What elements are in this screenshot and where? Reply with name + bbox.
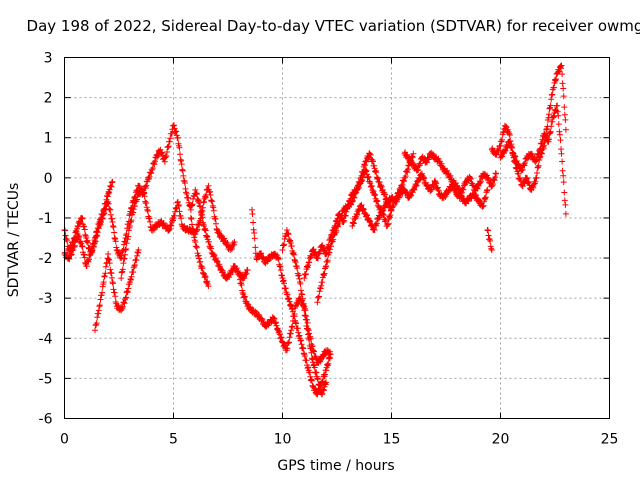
data-point-markers — [118, 182, 238, 282]
series-track-8 — [279, 227, 330, 398]
data-point-markers — [279, 227, 330, 398]
y-axis-label: SDTVAR / TECUs — [6, 183, 22, 298]
series-track-12 — [401, 149, 500, 197]
y-tick-label: -2 — [39, 251, 53, 267]
series-track-11 — [349, 170, 491, 233]
x-tick-label: 10 — [274, 432, 292, 448]
data-point-markers — [484, 227, 495, 253]
data-point-markers — [301, 150, 395, 282]
y-tick-label: 1 — [44, 131, 53, 147]
y-tick-label: 2 — [44, 91, 53, 107]
data-point-markers — [187, 214, 212, 290]
x-axis-label: GPS time / hours — [277, 458, 394, 474]
data-point-markers — [249, 206, 334, 398]
series-track-15 — [497, 102, 569, 217]
y-tick-label: -3 — [39, 291, 53, 307]
y-tick-label: -5 — [39, 371, 53, 387]
series-track-9 — [301, 150, 395, 282]
series-track-2 — [92, 247, 142, 334]
series-track-4 — [118, 182, 238, 282]
x-tick-label: 20 — [492, 432, 510, 448]
chart-title: Day 198 of 2022, Sidereal Day-to-day VTE… — [27, 17, 640, 35]
y-tick-label: -4 — [39, 331, 53, 347]
y-tick-label: -1 — [39, 211, 53, 227]
data-point-markers — [349, 170, 491, 233]
plot-frame — [64, 57, 610, 419]
x-tick-label: 0 — [60, 432, 69, 448]
y-tick-label: 0 — [44, 171, 53, 187]
axis-ticks: 0 5 10 15 20 25 -6 -5 -4 -3 -2 -1 0 1 2 3 — [39, 51, 619, 448]
y-tick-label: 3 — [44, 51, 53, 67]
x-tick-label: 15 — [383, 432, 401, 448]
data-point-markers — [401, 149, 500, 197]
data-point-markers — [92, 247, 142, 334]
series-track-5 — [187, 214, 212, 290]
data-point-markers — [497, 102, 569, 217]
grid-lines — [64, 57, 610, 419]
x-tick-label: 25 — [601, 432, 619, 448]
series-track-13 — [484, 227, 495, 253]
x-tick-label: 5 — [169, 432, 178, 448]
y-tick-label: -6 — [39, 412, 53, 428]
data-points — [61, 62, 569, 398]
series-track-7 — [249, 206, 334, 398]
